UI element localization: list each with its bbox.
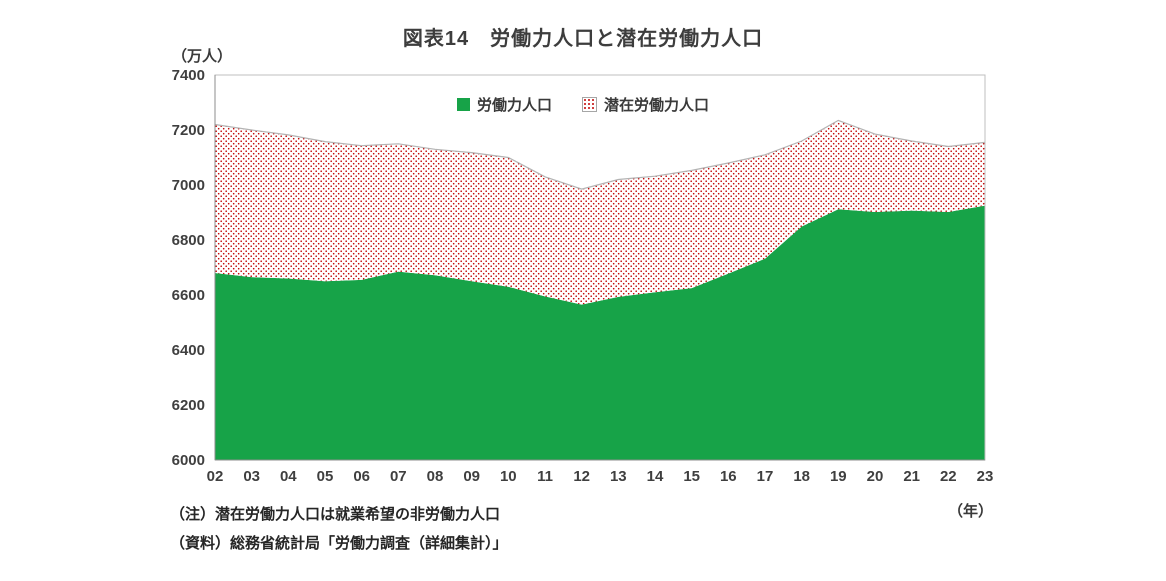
potential-labor-force-area — [215, 120, 985, 305]
x-tick-label: 22 — [940, 468, 957, 485]
x-tick-label: 16 — [720, 468, 737, 485]
x-tick-label: 02 — [207, 468, 224, 485]
x-tick-label: 18 — [793, 468, 810, 485]
legend-item-potential-labor-force: 潜在労働力人口 — [582, 94, 709, 115]
y-tick-label: 6200 — [172, 397, 205, 414]
total-top-line — [214, 119, 986, 190]
labor-force-swatch-icon — [456, 98, 470, 111]
chart-title: 図表14 労働力人口と潜在労働力人口 — [402, 28, 764, 50]
x-tick-label: 13 — [610, 468, 627, 485]
x-tick-label: 15 — [683, 468, 700, 485]
x-tick-label: 14 — [647, 468, 664, 485]
x-tick-label: 08 — [427, 468, 444, 485]
x-tick-label: 17 — [757, 468, 774, 485]
y-tick-label: 7400 — [172, 67, 205, 84]
x-tick-label: 03 — [243, 468, 260, 485]
y-tick-label: 6600 — [172, 287, 205, 304]
x-tick-label: 19 — [830, 468, 847, 485]
x-tick-label: 20 — [867, 468, 884, 485]
x-tick-label: 07 — [390, 468, 407, 485]
x-axis-unit-label: （年） — [948, 503, 994, 520]
y-tick-label: 6000 — [172, 452, 205, 469]
legend: 労働力人口 潜在労働力人口 — [0, 94, 1166, 115]
x-tick-label: 09 — [463, 468, 480, 485]
labor-force-area — [215, 205, 985, 460]
y-tick-label: 6400 — [172, 342, 205, 359]
source-note: （資料）総務省統計局「労働力調査（詳細集計）」 — [170, 535, 508, 552]
x-tick-label: 21 — [903, 468, 920, 485]
x-tick-label: 06 — [353, 468, 370, 485]
y-tick-label: 7000 — [172, 177, 205, 194]
x-tick-label: 12 — [573, 468, 590, 485]
y-tick-label: 6800 — [172, 232, 205, 249]
legend-item-labor-force: 労働力人口 — [456, 94, 552, 115]
legend-label-labor-force: 労働力人口 — [476, 97, 552, 114]
x-tick-label: 11 — [537, 468, 553, 485]
x-tick-label: 04 — [280, 468, 297, 485]
y-tick-label: 7200 — [172, 122, 205, 139]
x-tick-label: 23 — [977, 468, 994, 485]
legend-label-potential-labor-force: 潜在労働力人口 — [604, 97, 710, 114]
x-tick-label: 10 — [500, 468, 517, 485]
potential-labor-force-swatch-icon — [582, 97, 597, 112]
footnote: （注）潜在労働力人口は就業希望の非労働力人口 — [170, 506, 501, 523]
x-tick-label: 05 — [317, 468, 334, 485]
y-axis-unit-label: （万人） — [172, 48, 233, 65]
